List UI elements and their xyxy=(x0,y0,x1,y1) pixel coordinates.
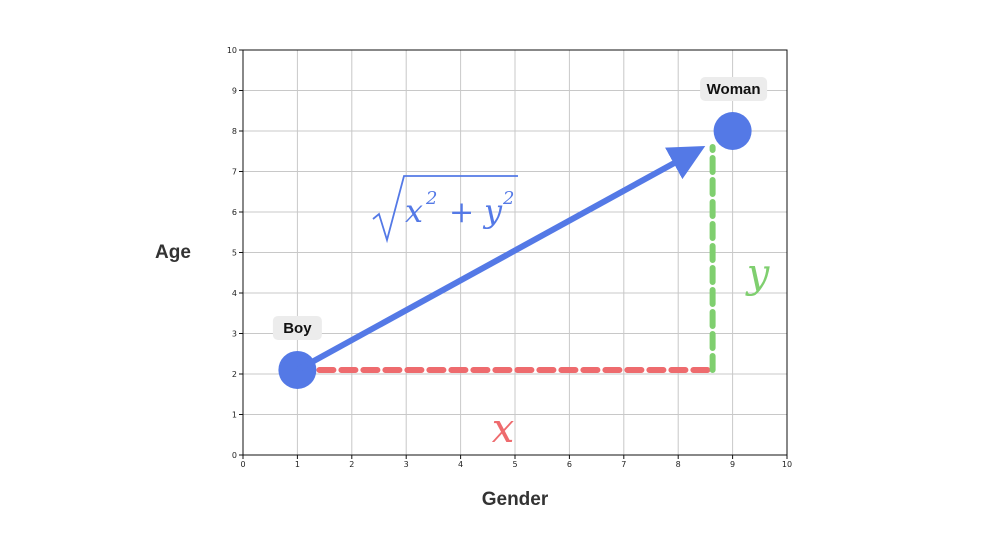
y-tick-label: 6 xyxy=(232,208,237,217)
x-tick-label: 3 xyxy=(404,460,409,469)
point-label-woman: Woman xyxy=(707,81,761,98)
hypotenuse-formula: x 2 + y 2 xyxy=(372,175,518,244)
x-tick-label: 10 xyxy=(782,460,792,469)
x-tick-label: 6 xyxy=(567,460,572,469)
y-tick-label: 4 xyxy=(232,289,237,298)
x-tick-label: 2 xyxy=(349,460,354,469)
y-tick-label: 9 xyxy=(232,87,237,96)
x-tick-label: 5 xyxy=(512,460,517,469)
point-label-boy: Boy xyxy=(283,320,312,337)
y-axis-label: Age xyxy=(155,242,191,263)
y-tick-label: 7 xyxy=(232,168,237,177)
point-label-bg xyxy=(272,315,322,340)
distance-arrow xyxy=(295,146,706,373)
y-tick-label: 8 xyxy=(232,127,237,136)
y-tick-label: 3 xyxy=(232,330,237,339)
x-annotation: x xyxy=(492,406,515,452)
formula-y-exponent: 2 xyxy=(502,188,514,209)
point-label-bg xyxy=(700,77,768,101)
x-tick-label: 0 xyxy=(240,460,245,469)
y-tick-label: 0 xyxy=(232,451,237,460)
sqrt-symbol xyxy=(372,175,518,244)
x-tick-label: 8 xyxy=(676,460,681,469)
formula-x: x xyxy=(405,192,423,230)
x-tick-label: 4 xyxy=(458,460,463,469)
x-tick-label: 9 xyxy=(730,460,735,469)
y-tick-label: 5 xyxy=(232,249,237,258)
formula-x-exponent: 2 xyxy=(425,188,437,209)
x-tick-label: 1 xyxy=(295,460,300,469)
point-labels: Boy Woman xyxy=(272,77,768,340)
formula-plus: + xyxy=(449,195,474,230)
point-woman xyxy=(713,112,752,150)
y-tick-label: 10 xyxy=(227,46,237,55)
formula-y: y xyxy=(482,192,503,230)
x-axis-label: Gender xyxy=(482,489,549,510)
x-tick-label: 7 xyxy=(621,460,626,469)
tick-labels: 0 1 2 3 4 5 6 7 8 9 10 0 1 2 3 4 5 6 7 8 9 10 xyxy=(227,46,792,469)
y-annotation: y xyxy=(745,251,771,297)
y-tick-label: 2 xyxy=(232,370,237,379)
y-tick-label: 1 xyxy=(232,411,237,420)
